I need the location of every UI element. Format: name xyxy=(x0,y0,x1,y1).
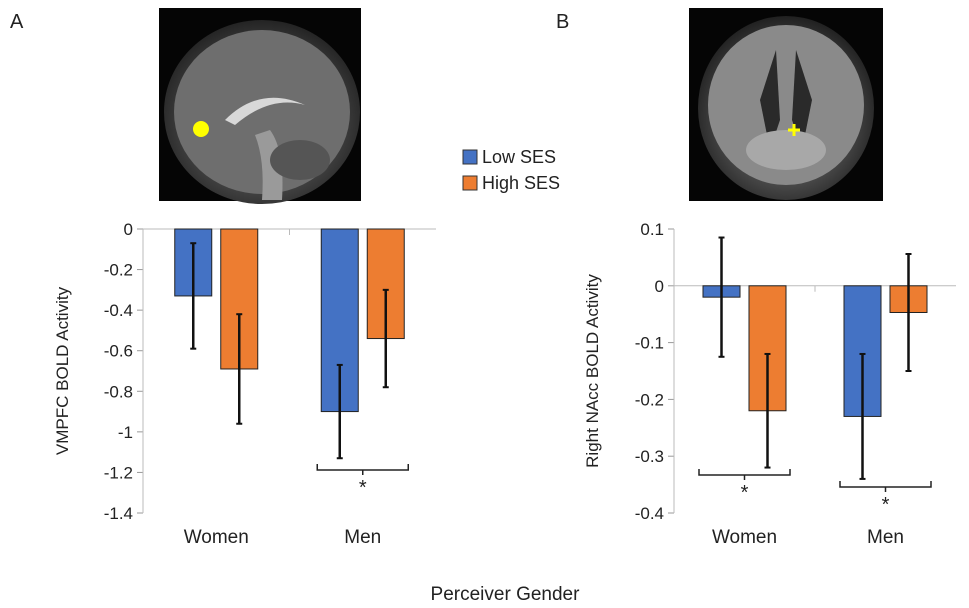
panel-letter-a: A xyxy=(10,11,24,33)
y-tick-label: -1.4 xyxy=(104,504,133,523)
significance-bracket xyxy=(699,469,790,475)
significance-marker: * xyxy=(359,477,367,499)
y-tick-label: -0.3 xyxy=(635,447,664,466)
y-axis-label: Right NAcc BOLD Activity xyxy=(583,274,602,468)
roi-marker-vmpfc xyxy=(193,121,209,137)
legend-swatch-high-ses xyxy=(463,176,477,190)
y-tick-label: -0.4 xyxy=(635,504,664,523)
category-label: Men xyxy=(344,527,381,548)
y-tick-label: -0.2 xyxy=(635,390,664,409)
significance-marker: * xyxy=(882,494,890,516)
y-tick-label: -0.4 xyxy=(104,301,133,320)
y-tick-label: -1.2 xyxy=(104,463,133,482)
category-label: Men xyxy=(867,527,904,548)
y-tick-label: 0 xyxy=(655,277,664,296)
panel-letter-b: B xyxy=(556,11,569,33)
y-tick-label: -0.1 xyxy=(635,334,664,353)
y-tick-label: -1 xyxy=(118,423,133,442)
significance-bracket xyxy=(840,481,931,487)
category-label: Women xyxy=(184,527,249,548)
legend-swatch-low-ses xyxy=(463,150,477,164)
significance-marker: * xyxy=(741,482,749,504)
y-axis-label: VMPFC BOLD Activity xyxy=(53,286,72,455)
y-tick-label: -0.6 xyxy=(104,342,133,361)
category-label: Women xyxy=(712,527,777,548)
legend: Low SES High SES xyxy=(463,147,560,193)
sagittal-brain-image xyxy=(159,8,361,204)
legend-label-high-ses: High SES xyxy=(482,173,560,193)
chart-a: 0 -0.2 -0.4 -0.6 -0.8 -1 -1.2 -1.4 VMPFC BOLD Ac… xyxy=(53,220,436,548)
x-axis-title: Perceiver Gender xyxy=(431,584,581,605)
coronal-brain-image xyxy=(689,8,883,201)
y-tick-label: -0.2 xyxy=(104,261,133,280)
chart-b: 0.1 0 -0.1 -0.2 -0.3 -0.4 Right NAcc BOLD Acti… xyxy=(583,220,956,548)
significance-bracket xyxy=(317,464,408,470)
y-tick-label: -0.8 xyxy=(104,382,133,401)
y-tick-label: 0 xyxy=(124,220,133,239)
legend-label-low-ses: Low SES xyxy=(482,147,556,167)
y-tick-label: 0.1 xyxy=(640,220,664,239)
